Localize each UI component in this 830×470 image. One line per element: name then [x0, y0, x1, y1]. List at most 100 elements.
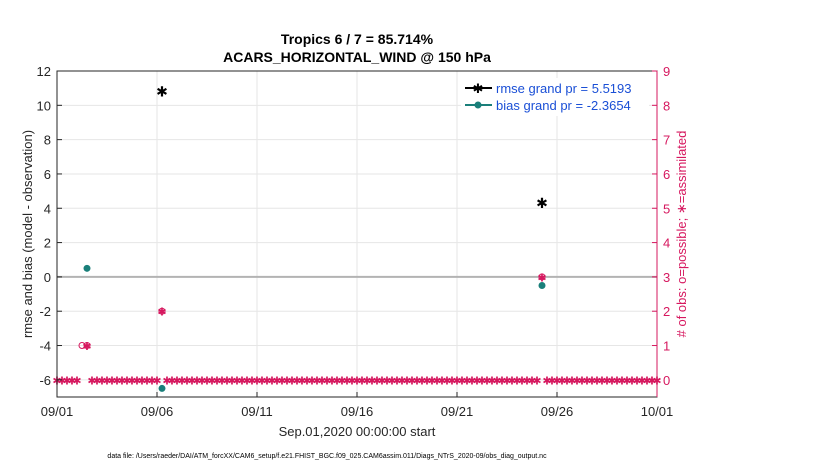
bias-point — [158, 384, 166, 392]
data-file-footer: data file: /Users/raeder/DAI/ATM_forcXX/… — [107, 453, 547, 460]
obs-zero-point: ✱ — [207, 375, 216, 387]
obs-zero-point: ✱ — [357, 375, 366, 387]
obs-zero-point: ✱ — [192, 375, 201, 387]
obs-zero-point: ✱ — [472, 375, 481, 387]
obs-zero-point: ✱ — [647, 375, 656, 387]
obs-zero-point: ✱ — [637, 375, 646, 387]
obs-zero-point: ✱ — [552, 375, 561, 387]
obs-zero-point: ✱ — [227, 375, 236, 387]
legend-rmse-marker: ✱ — [473, 81, 484, 96]
legend-rmse-label: rmse grand pr = 5.5193 — [496, 81, 632, 96]
obs-assimilated-point: ✱ — [82, 341, 91, 353]
obs-zero-point: ✱ — [317, 375, 326, 387]
obs-zero-point: ✱ — [67, 375, 76, 387]
obs-zero-point: ✱ — [337, 375, 346, 387]
y-tick-label-right: 8 — [663, 98, 670, 113]
obs-zero-point: ✱ — [437, 375, 446, 387]
obs-zero-point: ✱ — [307, 375, 316, 387]
obs-zero-point: ✱ — [607, 375, 616, 387]
obs-zero-point: ✱ — [532, 375, 541, 387]
obs-zero-point: ✱ — [477, 375, 486, 387]
obs-zero-point: ✱ — [352, 375, 361, 387]
obs-zero-point: ✱ — [432, 375, 441, 387]
obs-zero-point: ✱ — [407, 375, 416, 387]
obs-zero-point: ✱ — [382, 375, 391, 387]
obs-zero-point: ✱ — [547, 375, 556, 387]
obs-zero-point: ✱ — [252, 375, 261, 387]
bias-point — [83, 264, 91, 272]
y-tick-label-right: 9 — [663, 64, 670, 79]
obs-zero-point: ✱ — [312, 375, 321, 387]
y-tick-label-right: 1 — [663, 339, 670, 354]
x-tick-label: 09/21 — [441, 404, 474, 419]
obs-zero-point: ✱ — [97, 375, 106, 387]
obs-zero-point: ✱ — [122, 375, 131, 387]
obs-zero-point: ✱ — [332, 375, 341, 387]
obs-zero-point: ✱ — [167, 375, 176, 387]
obs-zero-point: ✱ — [112, 375, 121, 387]
x-tick-label: 09/11 — [241, 404, 273, 419]
obs-zero-point: ✱ — [72, 375, 81, 387]
obs-zero-point: ✱ — [107, 375, 116, 387]
obs-zero-point: ✱ — [627, 375, 636, 387]
legend-bias-label: bias grand pr = -2.3654 — [496, 98, 631, 113]
x-tick-label: 09/26 — [541, 404, 574, 419]
obs-zero-point: ✱ — [232, 375, 241, 387]
obs-zero-point: ✱ — [127, 375, 136, 387]
x-tick-label: 09/01 — [41, 404, 74, 419]
obs-zero-point: ✱ — [277, 375, 286, 387]
obs-zero-point: ✱ — [557, 375, 566, 387]
obs-zero-point: ✱ — [92, 375, 101, 387]
y-ticks-left: -6 -4 -2 0 2 4 6 8 10 12 — [37, 64, 62, 388]
obs-zero-point: ✱ — [187, 375, 196, 387]
x-tick-label: 09/16 — [341, 404, 374, 419]
obs-zero-point: ✱ — [527, 375, 536, 387]
y-tick-label-right: 0 — [663, 373, 670, 388]
obs-zero-point: ✱ — [517, 375, 526, 387]
obs-assimilated-point: ✱ — [157, 307, 166, 319]
rmse-point: ✱ — [156, 84, 168, 100]
y-tick-label-right: 6 — [663, 167, 670, 182]
obs-zero-point: ✱ — [362, 375, 371, 387]
obs-zero-point: ✱ — [377, 375, 386, 387]
obs-zero-point: ✱ — [587, 375, 596, 387]
obs-zero-point: ✱ — [57, 375, 66, 387]
obs-zero-point: ✱ — [322, 375, 331, 387]
obs-zero-point: ✱ — [492, 375, 501, 387]
obs-zero-point: ✱ — [392, 375, 401, 387]
obs-zero-point: ✱ — [452, 375, 461, 387]
y-tick-label-right: 2 — [663, 304, 670, 319]
obs-zero-point: ✱ — [422, 375, 431, 387]
x-axis-label: Sep.01,2020 00:00:00 start — [279, 424, 436, 439]
x-ticks: 09/01 09/06 09/11 09/16 09/21 09/26 10/01 — [41, 392, 674, 419]
obs-zero-point: ✱ — [237, 375, 246, 387]
obs-zero-point: ✱ — [222, 375, 231, 387]
obs-zero-point: ✱ — [522, 375, 531, 387]
obs-zero-point: ✱ — [572, 375, 581, 387]
obs-series: ✱✱✱✱✱ ✱✱✱✱✱✱✱✱✱✱✱✱✱✱ ✱✱✱✱✱✱✱✱✱✱✱✱✱✱✱✱✱✱✱✱✱… — [52, 272, 661, 387]
obs-zero-point: ✱ — [172, 375, 181, 387]
obs-zero-point: ✱ — [462, 375, 471, 387]
rmse-point: ✱ — [536, 195, 548, 211]
obs-zero-point: ✱ — [257, 375, 266, 387]
obs-zero-point: ✱ — [402, 375, 411, 387]
obs-zero-point: ✱ — [282, 375, 291, 387]
obs-zero-point: ✱ — [202, 375, 211, 387]
obs-zero-point: ✱ — [617, 375, 626, 387]
y-tick-label-right: 4 — [663, 236, 670, 251]
obs-zero-point: ✱ — [642, 375, 651, 387]
obs-zero-point: ✱ — [287, 375, 296, 387]
obs-zero-point: ✱ — [397, 375, 406, 387]
obs-zero-point: ✱ — [577, 375, 586, 387]
y-tick-label-right: 5 — [663, 201, 670, 216]
obs-zero-point: ✱ — [152, 375, 161, 387]
obs-zero-point: ✱ — [412, 375, 421, 387]
y-tick-label-right: 3 — [663, 270, 670, 285]
obs-zero-point: ✱ — [562, 375, 571, 387]
x-tick-label: 10/01 — [641, 404, 674, 419]
obs-zero-point: ✱ — [342, 375, 351, 387]
legend-bias-marker — [474, 101, 482, 109]
obs-zero-point: ✱ — [582, 375, 591, 387]
obs-zero-point: ✱ — [142, 375, 151, 387]
